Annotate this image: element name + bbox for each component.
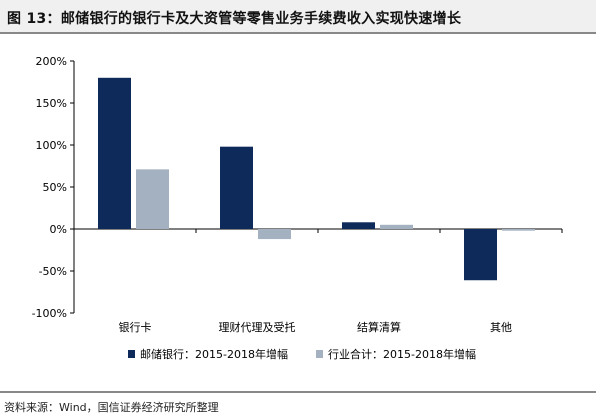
footer-divider (0, 391, 596, 393)
y-tick-label: 100% (36, 139, 67, 152)
bar-industry-1 (258, 229, 291, 240)
category-label: 银行卡 (119, 320, 152, 334)
bar-industry-0 (136, 169, 169, 229)
bar-industry-3 (502, 229, 535, 231)
legend-label: 邮储银行：2015-2018年增幅 (140, 347, 288, 361)
legend-swatch (128, 350, 135, 358)
category-label: 理财代理及受托 (219, 320, 296, 334)
bar-psbc-2 (342, 222, 375, 229)
y-tick-label: 50% (43, 181, 67, 194)
category-label: 结算清算 (357, 320, 401, 334)
y-tick-label: -100% (32, 307, 67, 320)
bar-industry-2 (380, 224, 413, 229)
y-tick-label: -50% (39, 265, 67, 278)
legend-swatch (316, 350, 323, 358)
y-tick-label: 200% (36, 55, 67, 68)
bar-psbc-1 (220, 146, 253, 229)
bar-psbc-3 (464, 229, 497, 281)
title-bar: 图 13：邮储银行的银行卡及大资管等零售业务手续费收入实现快速增长 (0, 0, 596, 34)
category-label: 其他 (490, 321, 512, 334)
chart-title: 图 13：邮储银行的银行卡及大资管等零售业务手续费收入实现快速增长 (7, 11, 462, 27)
y-tick-label: 150% (36, 97, 67, 110)
y-tick-label: 0% (50, 223, 67, 236)
source-note: 资料来源：Wind，国信证券经济研究所整理 (4, 401, 219, 414)
bar-chart: -100% -50% 0% 50% 100% 150% 200% 银行卡 理财代理及受托 结算清算… (32, 55, 563, 361)
legend-label: 行业合计：2015-2018年增幅 (328, 347, 476, 361)
bar-psbc-0 (98, 77, 131, 229)
